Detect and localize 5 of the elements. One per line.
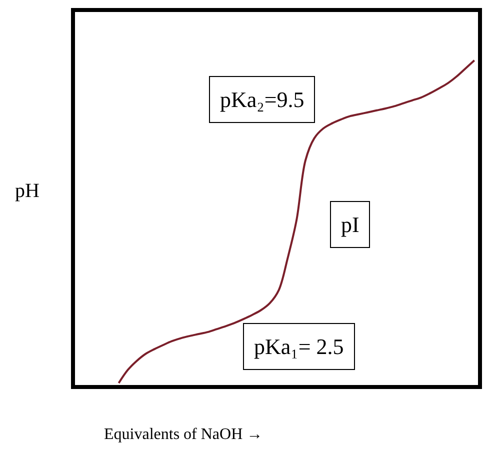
annotation: pKa₂=9.5	[220, 87, 304, 112]
annotation: pKa₁= 2.5	[254, 334, 344, 359]
y-axis-title: pH	[15, 180, 40, 202]
annotation: pI	[341, 212, 360, 237]
x-axis-title: Equivalents of NaOH →	[104, 426, 263, 443]
